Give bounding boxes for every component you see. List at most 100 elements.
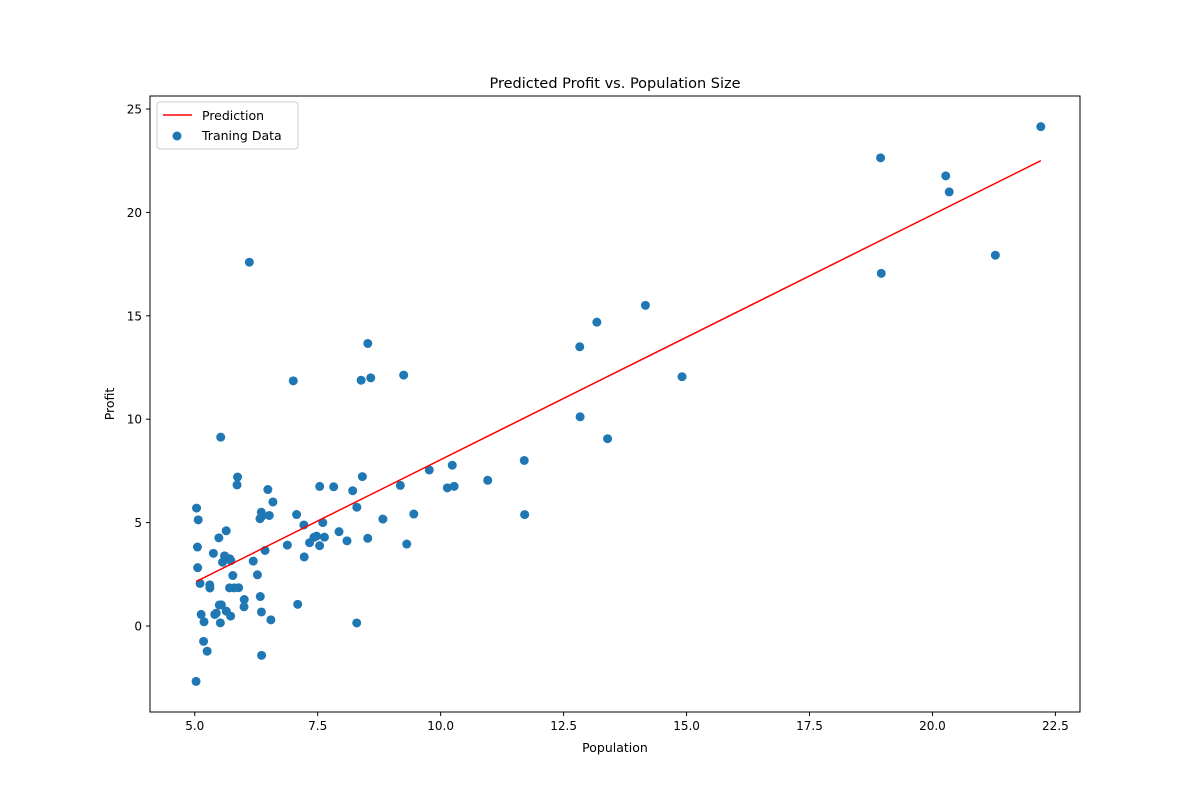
x-tick-label: 7.5 [308,719,327,733]
data-point [640,300,650,310]
data-point [192,542,202,552]
legend-training-label: Traning Data [201,128,282,143]
data-point [215,618,225,628]
y-tick-label: 10 [127,413,142,427]
data-point [352,502,362,512]
data-point [239,595,249,605]
data-point [244,257,254,267]
data-point [876,153,886,163]
data-point [211,608,221,618]
x-tick-label: 22.5 [1042,719,1069,733]
data-point [449,481,459,491]
data-point [334,527,344,537]
x-tick-label: 15.0 [673,719,700,733]
data-point [575,342,585,352]
data-point [442,483,452,493]
data-point [292,510,302,520]
data-point [519,455,529,465]
data-point [232,480,242,490]
data-point [282,540,292,550]
data-point [252,570,262,580]
data-point [248,556,258,566]
data-point [199,617,209,627]
data-point [233,472,243,482]
data-point [208,548,218,558]
x-axis-label: Population [582,740,648,755]
data-point [263,485,273,495]
data-point [677,372,687,382]
data-point [266,615,276,625]
data-point [356,375,366,385]
data-point [256,507,266,517]
data-point [357,472,367,482]
data-point [1036,122,1046,132]
data-point [319,532,329,542]
prediction-line [195,160,1042,583]
y-axis-label: Profit [102,388,117,421]
data-point [293,599,303,609]
data-point [363,533,373,543]
data-point [329,482,339,492]
chart-title: Predicted Profit vs. Population Size [489,76,740,92]
data-point [378,514,388,524]
data-point [318,518,328,528]
data-point [268,497,278,507]
data-point [402,539,412,549]
data-point [363,338,373,348]
data-point [941,171,951,181]
data-point [257,650,267,660]
data-point [944,187,954,197]
data-point [205,580,215,590]
data-point [990,250,1000,260]
data-point [196,609,206,619]
data-point [288,376,298,386]
data-point [216,432,226,442]
data-point [305,538,315,548]
data-point [603,434,613,444]
data-point [264,510,274,520]
data-point [193,563,203,573]
data-point [192,503,202,513]
y-tick-label: 15 [127,309,142,323]
y-tick-label: 25 [127,103,142,117]
legend-training-swatch [172,131,182,141]
data-point [221,526,231,536]
legend: Prediction Traning Data [156,101,299,150]
y-tick-label: 20 [127,206,142,220]
data-point [225,583,235,593]
data-point [348,486,358,496]
data-point [520,510,530,520]
data-point [255,592,265,602]
data-point [876,268,886,278]
data-point [191,676,201,686]
axes-frame [149,95,1081,713]
y-tick-label: 0 [134,619,142,633]
axis-ticks: 5.0 7.5 10.0 12.5 15.0 17.5 20.0 22.5 0 5 10 15 20 25 [127,103,1069,733]
data-point [214,600,224,610]
data-point [342,536,352,546]
data-point [447,460,457,470]
data-point [575,412,585,422]
plot-area [191,122,1046,686]
data-point [202,646,212,656]
y-tick-label: 5 [134,516,142,530]
data-point [228,571,238,581]
data-point [366,373,376,383]
data-point [315,541,325,551]
x-tick-label: 10.0 [427,719,454,733]
data-point [220,551,230,561]
data-point [592,317,602,327]
legend-prediction-label: Prediction [202,108,264,123]
data-point [193,515,203,525]
x-tick-label: 17.5 [796,719,823,733]
data-point [352,618,362,628]
data-point [199,636,209,646]
data-point [424,465,434,475]
legend-box [156,101,299,150]
data-point [483,475,493,485]
data-point [409,509,419,519]
x-tick-label: 12.5 [550,719,577,733]
x-tick-label: 20.0 [919,719,946,733]
x-tick-label: 5.0 [185,719,204,733]
